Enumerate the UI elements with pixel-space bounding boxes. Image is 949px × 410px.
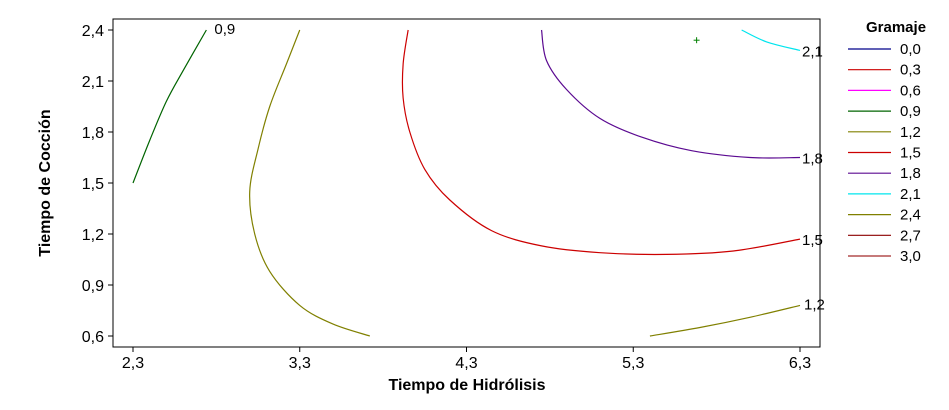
plot-area xyxy=(112,18,821,348)
legend-label: 0,9 xyxy=(900,103,921,120)
contour-label: 0,9 xyxy=(214,21,235,38)
legend-label: 1,5 xyxy=(900,145,921,162)
contour-label: 1,5 xyxy=(802,232,823,249)
optimum-marker xyxy=(693,37,700,44)
legend-label: 1,8 xyxy=(900,165,921,182)
y-tick-label: 1,5 xyxy=(82,176,104,193)
contour-line-1-2 xyxy=(649,304,801,337)
x-tick-label: 3,3 xyxy=(289,355,311,372)
y-tick-label: 2,1 xyxy=(82,74,104,91)
y-tick-label: 1,2 xyxy=(82,227,104,244)
legend-label: 0,3 xyxy=(900,62,921,79)
contour-lines: 0,9 1,2 1,5 1,8 2,1 xyxy=(132,21,825,337)
x-tick-label: 5,3 xyxy=(622,355,644,372)
x-tick-label: 4,3 xyxy=(455,355,477,372)
legend: Gramaje 0,0 0,3 0,6 0,9 1,2 1,5 1,8 2,1 2,4 2,7 3,… xyxy=(848,19,926,265)
x-tick-label: 6,3 xyxy=(789,355,811,372)
y-tick-label: 1,8 xyxy=(82,125,104,142)
legend-label: 2,4 xyxy=(900,207,921,224)
legend-label: 0,6 xyxy=(900,82,921,99)
contour-line-1-2 xyxy=(249,29,370,337)
legend-label: 3,0 xyxy=(900,248,921,265)
x-axis-title: Tiempo de Hidrólisis xyxy=(388,377,545,394)
y-tick-label: 2,4 xyxy=(82,23,104,40)
legend-label: 0,0 xyxy=(900,41,921,58)
y-tick-label: 0,6 xyxy=(82,329,104,346)
legend-label: 2,1 xyxy=(900,186,921,203)
contour-line-1-8 xyxy=(540,29,801,159)
contour-line-1-5 xyxy=(401,29,801,256)
contour-label: 1,8 xyxy=(802,151,823,168)
contour-line-2-1 xyxy=(741,29,801,51)
legend-title: Gramaje xyxy=(866,19,926,36)
y-axis-title: Tiempo de Cocción xyxy=(37,109,54,256)
contour-label: 1,2 xyxy=(804,296,825,313)
legend-label: 2,7 xyxy=(900,227,921,244)
contour-label: 2,1 xyxy=(802,43,823,60)
legend-label: 1,2 xyxy=(900,124,921,141)
x-tick-label: 2,3 xyxy=(122,355,144,372)
y-tick-label: 0,9 xyxy=(82,278,104,295)
contour-line-0-9 xyxy=(132,29,207,184)
axis-ticks: 2,3 3,3 4,3 5,3 6,3 0,6 0,9 1,2 1,5 1,8 2,1 2,4 xyxy=(82,23,811,372)
